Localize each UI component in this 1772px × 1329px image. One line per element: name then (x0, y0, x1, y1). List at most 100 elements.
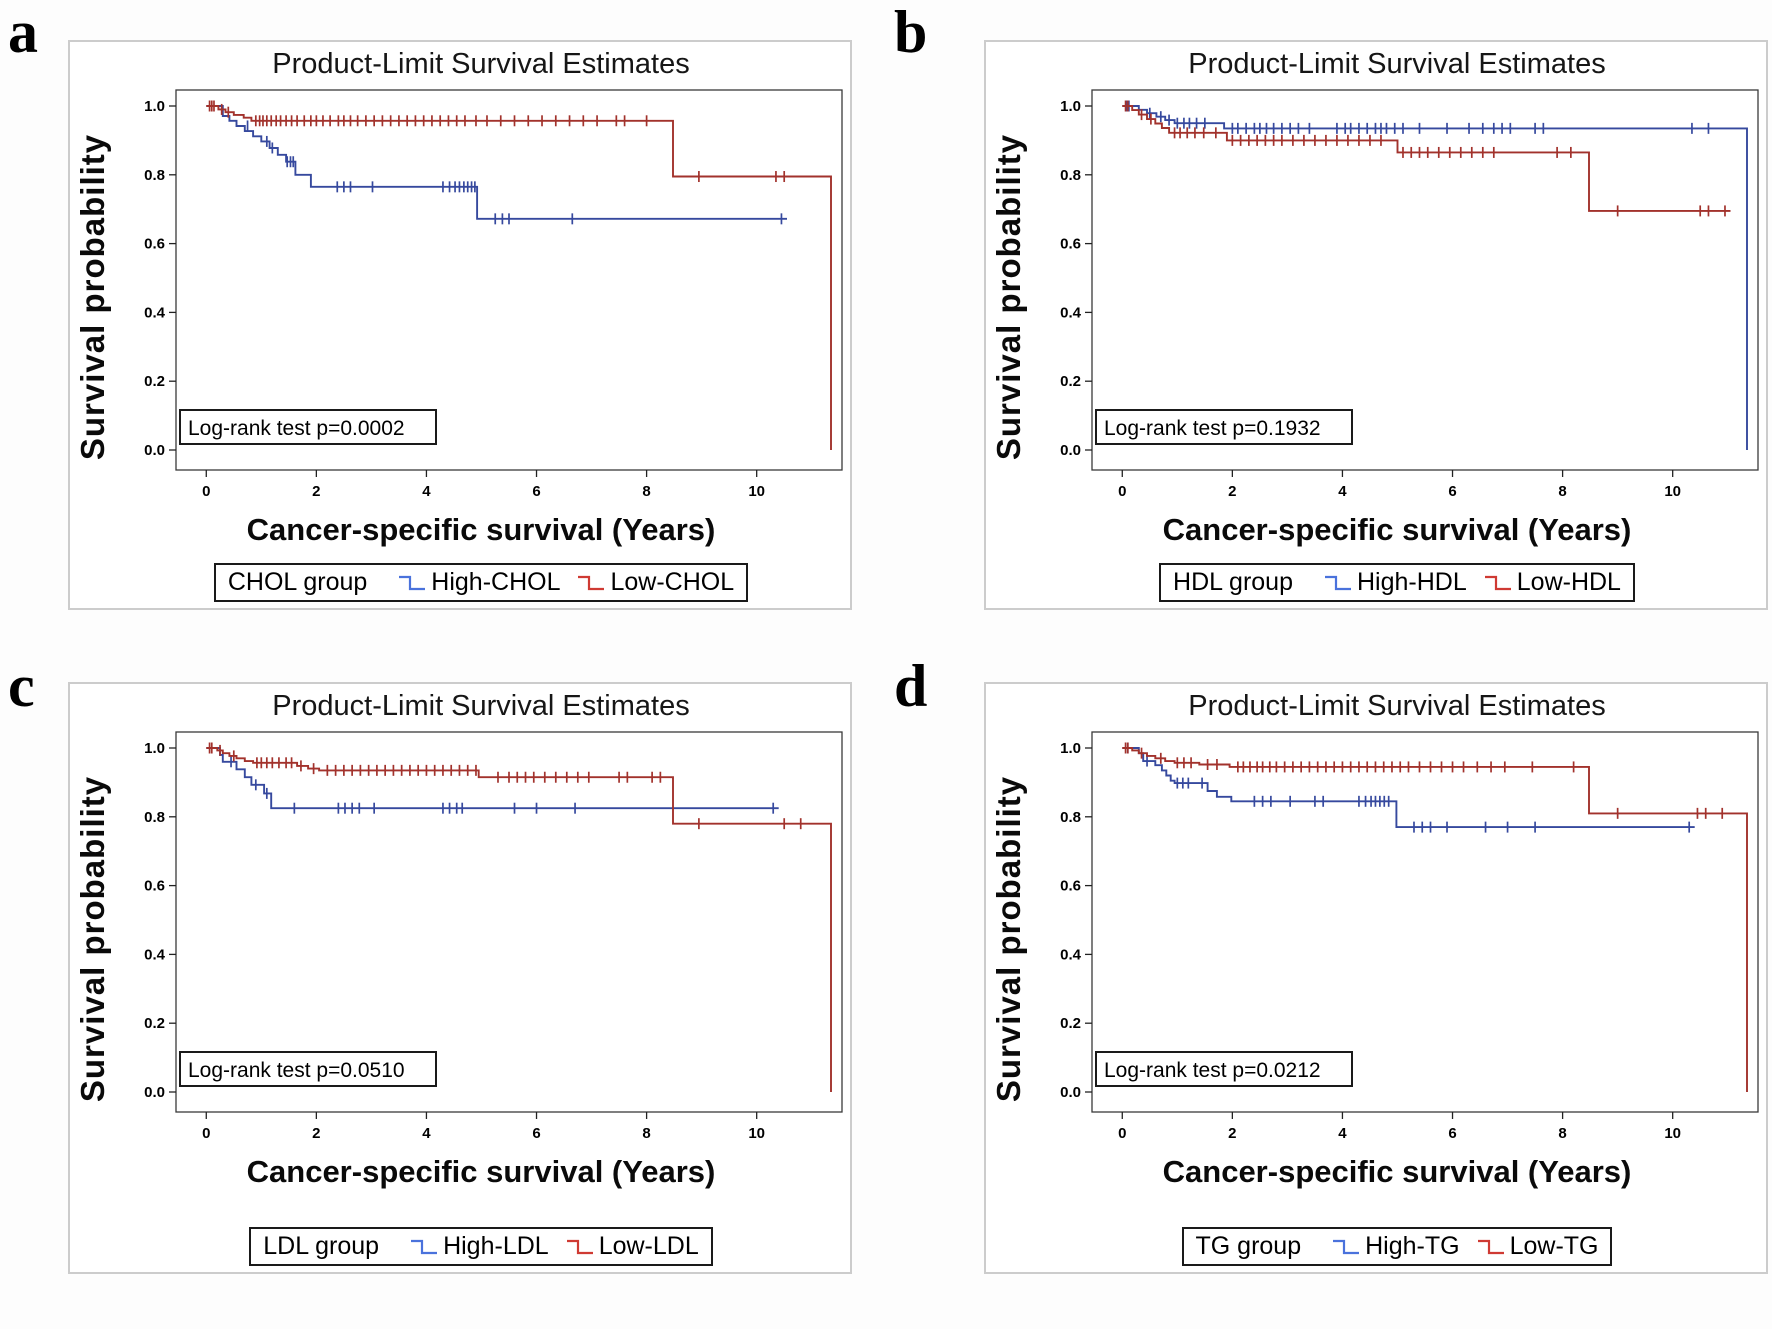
svg-text:4: 4 (422, 1125, 431, 1142)
svg-text:0.6: 0.6 (1060, 236, 1081, 253)
panel-frame: Product-Limit Survival Estimates Surviva… (984, 40, 1768, 610)
legend-label: Low-HDL (1516, 568, 1621, 596)
panel-frame: Product-Limit Survival Estimates Surviva… (984, 682, 1768, 1274)
legend: HDL group High-HDL Low-HDL (1032, 563, 1762, 602)
svg-text:1.0: 1.0 (144, 740, 165, 757)
legend-label: High-CHOL (431, 568, 561, 596)
legend-entry-low: Low-TG (1476, 1232, 1599, 1261)
svg-text:4: 4 (1338, 483, 1347, 500)
svg-text:10: 10 (748, 1125, 765, 1142)
step-line-icon (1333, 1239, 1360, 1254)
legend-group-label: TG group (1195, 1232, 1302, 1260)
svg-text:10: 10 (1664, 483, 1681, 500)
svg-text:2: 2 (312, 483, 320, 500)
km-chart-d: 1.0 0.8 0.6 0.4 0.2 0.0 0 2 4 6 8 10 Log-rank test p… (1060, 731, 1759, 1142)
svg-text:6: 6 (1448, 483, 1456, 500)
svg-text:0.0: 0.0 (1060, 442, 1081, 459)
chart-title: Product-Limit Survival Estimates (272, 690, 690, 722)
x-axis-label: Cancer-specific survival (Years) (1162, 512, 1632, 547)
svg-text:0.4: 0.4 (144, 946, 166, 963)
svg-text:0.6: 0.6 (144, 878, 165, 895)
svg-text:10: 10 (748, 483, 765, 500)
step-line-icon (566, 1239, 593, 1254)
svg-text:10: 10 (1664, 1125, 1681, 1142)
svg-text:2: 2 (312, 1125, 320, 1142)
legend-label: High-LDL (443, 1232, 549, 1260)
svg-text:Log-rank test p=0.1932: Log-rank test p=0.1932 (1104, 417, 1321, 440)
svg-text:0: 0 (202, 483, 210, 500)
step-line-icon (578, 575, 605, 590)
panel-letter-a: a (8, 0, 38, 65)
x-axis-label: Cancer-specific survival (Years) (246, 512, 716, 547)
svg-text:Log-rank test p=0.0212: Log-rank test p=0.0212 (1104, 1059, 1321, 1082)
panel-letter-b: b (894, 0, 928, 65)
x-axis-label: Cancer-specific survival (Years) (1162, 1154, 1632, 1189)
svg-text:0.0: 0.0 (144, 442, 165, 459)
step-line-icon (1477, 1239, 1504, 1254)
panel-a: a Product-Limit Survival Estimates Survi… (0, 0, 886, 660)
legend-box: HDL group High-HDL Low-HDL (1159, 563, 1635, 602)
chart-row: Survival probability 1.0 0.8 0.6 0.4 0.2 0.0 0… (70, 724, 850, 1154)
svg-text:0.8: 0.8 (144, 809, 165, 826)
km-chart-c: 1.0 0.8 0.6 0.4 0.2 0.0 0 2 4 6 8 10 Log-rank test p… (144, 731, 843, 1142)
svg-text:0.8: 0.8 (1060, 809, 1081, 826)
legend-group-label: LDL group (263, 1232, 380, 1260)
step-line-icon (1484, 575, 1511, 590)
svg-text:0.6: 0.6 (144, 236, 165, 253)
svg-text:0.0: 0.0 (144, 1084, 165, 1101)
svg-text:0.4: 0.4 (1060, 304, 1082, 321)
svg-text:1.0: 1.0 (144, 98, 165, 115)
km-chart-a: 1.0 0.8 0.6 0.4 0.2 0.0 0 2 4 6 8 10 Log-rank test p… (144, 89, 843, 500)
legend-entry-low: Low-HDL (1483, 568, 1621, 597)
legend: CHOL group High-CHOL Low-CHOL (116, 563, 846, 602)
x-axis-label: Cancer-specific survival (Years) (246, 1154, 716, 1189)
legend-label: High-TG (1365, 1232, 1460, 1260)
svg-text:Log-rank test p=0.0510: Log-rank test p=0.0510 (188, 1059, 405, 1082)
svg-text:8: 8 (1558, 483, 1566, 500)
chart-title: Product-Limit Survival Estimates (1188, 48, 1606, 80)
svg-text:0.4: 0.4 (1060, 946, 1082, 963)
svg-text:6: 6 (532, 483, 540, 500)
legend-label: Low-LDL (598, 1232, 699, 1260)
svg-text:1.0: 1.0 (1060, 740, 1081, 757)
legend-entry-low: Low-CHOL (576, 568, 734, 597)
svg-text:4: 4 (1338, 1125, 1347, 1142)
chart-row: Survival probability 1.0 0.8 0.6 0.4 0.2 0.0 0… (986, 82, 1766, 512)
legend-group-label: CHOL group (227, 568, 368, 596)
legend: TG group High-TG Low-TG (1032, 1227, 1762, 1266)
legend-label: Low-TG (1509, 1232, 1599, 1260)
panel-frame: Product-Limit Survival Estimates Surviva… (68, 682, 852, 1274)
chart-title: Product-Limit Survival Estimates (272, 48, 690, 80)
chart-row: Survival probability 1.0 0.8 0.6 0.4 0.2 0.0 0… (70, 82, 850, 512)
y-axis-label: Survival probability (74, 775, 111, 1103)
legend-box: TG group High-TG Low-TG (1181, 1227, 1613, 1266)
svg-text:0.8: 0.8 (1060, 167, 1081, 184)
svg-text:0: 0 (1118, 483, 1126, 500)
y-axis-label: Survival probability (74, 133, 111, 461)
panel-c: c Product-Limit Survival Estimates Survi… (0, 656, 886, 1329)
svg-text:6: 6 (1448, 1125, 1456, 1142)
svg-text:2: 2 (1228, 1125, 1236, 1142)
y-axis-label: Survival probability (990, 775, 1027, 1103)
y-axis-label: Survival probability (990, 133, 1027, 461)
svg-text:Log-rank test p=0.0002: Log-rank test p=0.0002 (188, 417, 405, 440)
panel-letter-d: d (894, 653, 928, 719)
km-chart-b: 1.0 0.8 0.6 0.4 0.2 0.0 0 2 4 6 8 10 Log-rank test p… (1060, 89, 1759, 500)
legend-entry-high: High-LDL (409, 1232, 549, 1261)
legend-label: Low-CHOL (610, 568, 735, 596)
legend-label: High-HDL (1357, 568, 1467, 596)
chart-title: Product-Limit Survival Estimates (1188, 690, 1606, 722)
svg-text:8: 8 (1558, 1125, 1566, 1142)
svg-text:6: 6 (532, 1125, 540, 1142)
panel-b: b Product-Limit Survival Estimates Survi… (886, 0, 1772, 660)
legend-entry-high: High-TG (1331, 1232, 1460, 1261)
svg-text:0.6: 0.6 (1060, 878, 1081, 895)
svg-text:0.2: 0.2 (1060, 1015, 1081, 1032)
legend: LDL group High-LDL Low-LDL (116, 1227, 846, 1266)
svg-text:0: 0 (1118, 1125, 1126, 1142)
svg-text:0: 0 (202, 1125, 210, 1142)
svg-text:1.0: 1.0 (1060, 98, 1081, 115)
svg-text:4: 4 (422, 483, 431, 500)
svg-text:0.4: 0.4 (144, 304, 166, 321)
